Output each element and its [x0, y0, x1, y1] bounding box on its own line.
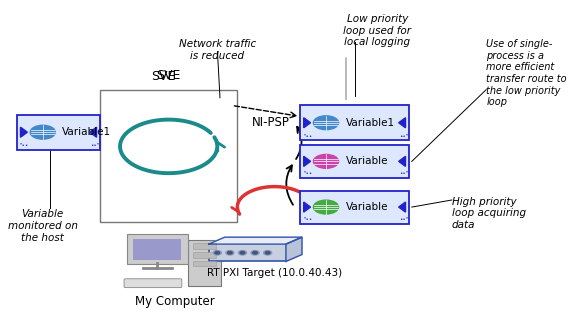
Polygon shape [399, 202, 406, 212]
Text: Use of single-
process is a
more efficient
transfer route to
the low priority
lo: Use of single- process is a more efficie… [486, 39, 567, 107]
FancyBboxPatch shape [300, 145, 409, 178]
Circle shape [263, 251, 272, 255]
Text: Variable1: Variable1 [62, 127, 111, 137]
FancyBboxPatch shape [193, 243, 216, 249]
Circle shape [240, 252, 245, 254]
FancyBboxPatch shape [193, 261, 216, 266]
Text: ••": ••" [399, 217, 408, 222]
Text: SVE: SVE [151, 70, 175, 83]
Circle shape [313, 116, 339, 130]
Polygon shape [399, 118, 406, 128]
Text: RT PXI Target (10.0.40.43): RT PXI Target (10.0.40.43) [207, 268, 342, 278]
Polygon shape [303, 118, 310, 128]
Polygon shape [21, 127, 28, 137]
Polygon shape [90, 127, 96, 137]
Text: ••": ••" [399, 171, 408, 176]
Circle shape [251, 251, 259, 255]
Text: ••": ••" [90, 143, 99, 148]
Text: Low priority
loop used for
local logging: Low priority loop used for local logging [343, 14, 412, 47]
Circle shape [213, 251, 221, 255]
Polygon shape [303, 156, 310, 166]
Text: My Computer: My Computer [135, 294, 214, 308]
FancyBboxPatch shape [124, 279, 182, 287]
Circle shape [228, 252, 232, 254]
Polygon shape [303, 202, 310, 212]
Circle shape [313, 200, 339, 214]
Circle shape [215, 252, 219, 254]
Circle shape [253, 252, 258, 254]
Text: "••: "•• [303, 171, 312, 176]
Text: "••: "•• [20, 143, 29, 148]
Text: "••: "•• [303, 134, 312, 139]
Text: Variable: Variable [345, 202, 388, 212]
FancyBboxPatch shape [100, 90, 238, 222]
FancyBboxPatch shape [188, 240, 221, 286]
FancyBboxPatch shape [300, 105, 409, 140]
Text: Variable1: Variable1 [345, 118, 395, 128]
FancyBboxPatch shape [193, 252, 216, 258]
FancyBboxPatch shape [17, 115, 100, 149]
Text: NI-PSP: NI-PSP [252, 116, 289, 129]
FancyBboxPatch shape [209, 244, 286, 261]
Polygon shape [399, 156, 406, 166]
Text: ••": ••" [399, 134, 408, 139]
Text: SVE: SVE [156, 69, 181, 82]
Text: Variable: Variable [345, 156, 388, 166]
Text: High priority
loop acquiring
data: High priority loop acquiring data [452, 197, 526, 230]
Circle shape [30, 125, 55, 139]
Text: Variable
monitored on
the host: Variable monitored on the host [8, 210, 78, 243]
FancyBboxPatch shape [127, 234, 188, 264]
Text: "••: "•• [303, 217, 312, 222]
Circle shape [239, 251, 246, 255]
Polygon shape [209, 237, 302, 244]
Polygon shape [286, 237, 302, 261]
Text: Network traffic
is reduced: Network traffic is reduced [179, 39, 256, 61]
Circle shape [265, 252, 270, 254]
Circle shape [226, 251, 234, 255]
FancyBboxPatch shape [133, 239, 181, 260]
Circle shape [313, 155, 339, 168]
FancyBboxPatch shape [300, 190, 409, 224]
